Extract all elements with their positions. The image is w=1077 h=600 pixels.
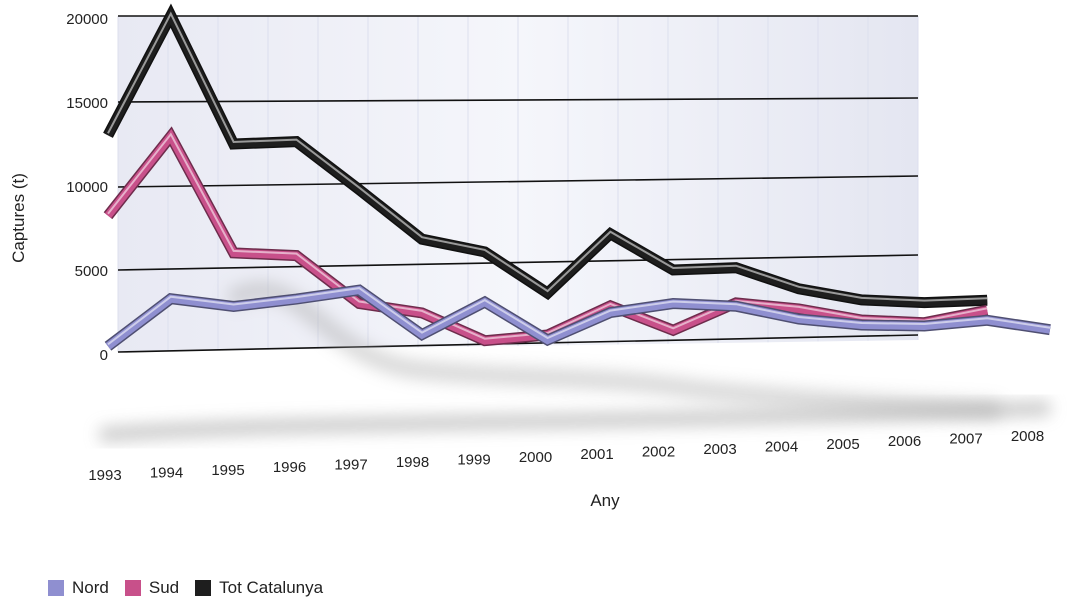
x-tick-label: 2004 bbox=[765, 438, 798, 455]
gridline-15000 bbox=[117, 97, 919, 103]
legend-label-tot-catalunya: Tot Catalunya bbox=[219, 578, 324, 597]
x-tick-labels: 1993 1994 1995 1996 1997 1998 1999 2000 2001 2002… bbox=[88, 428, 1044, 484]
x-tick-label: 1998 bbox=[396, 454, 429, 471]
x-tick-label: 1999 bbox=[457, 451, 490, 468]
x-tick-label: 2003 bbox=[703, 441, 736, 458]
legend-item-nord: Nord bbox=[48, 578, 109, 598]
x-tick-label: 1995 bbox=[211, 462, 244, 479]
series-line-tot-catalunya-highlight bbox=[107, 11, 988, 302]
x-tick-label: 1994 bbox=[150, 464, 183, 481]
legend-label-sud: Sud bbox=[148, 578, 180, 597]
legend: Nord Sud Tot Catalunya bbox=[48, 578, 339, 598]
legend-item-tot-catalunya: Tot Catalunya bbox=[195, 578, 323, 598]
y-axis-title: Captures (t) bbox=[9, 173, 28, 263]
x-tick-label: 1993 bbox=[88, 467, 121, 484]
gridlines bbox=[117, 15, 919, 353]
series-shadow bbox=[225, 281, 1001, 419]
y-tick-labels: 20000 15000 10000 5000 0 bbox=[66, 11, 108, 364]
x-tick-label: 2001 bbox=[580, 446, 613, 463]
x-tick-label: 1997 bbox=[334, 457, 367, 474]
legend-label-nord: Nord bbox=[72, 578, 109, 597]
series-line-nord-highlight bbox=[107, 287, 1051, 346]
x-axis-title: Any bbox=[590, 491, 620, 510]
gridline-0 bbox=[117, 334, 919, 353]
x-tick-label: 2000 bbox=[519, 449, 552, 466]
series-line-tot-catalunya bbox=[104, 6, 988, 307]
legend-swatch-sud bbox=[124, 580, 141, 596]
legend-swatch-tot-catalunya bbox=[195, 580, 212, 596]
y-tick-label: 10000 bbox=[66, 179, 108, 196]
series-nord bbox=[104, 284, 1051, 351]
series-group bbox=[103, 3, 1051, 351]
legend-item-sud: Sud bbox=[124, 578, 180, 598]
gridline-5000 bbox=[117, 254, 919, 271]
y-tick-label: 15000 bbox=[66, 95, 108, 112]
series-tot-catalunya bbox=[103, 3, 988, 309]
x-tick-label: 2007 bbox=[949, 431, 982, 448]
series-line-sud-highlight bbox=[107, 132, 988, 340]
x-tick-label: 1996 bbox=[273, 459, 306, 476]
series-line-nord bbox=[105, 285, 1051, 350]
y-tick-label: 0 bbox=[100, 347, 108, 364]
gridline-10000 bbox=[117, 175, 919, 188]
y-tick-label: 5000 bbox=[75, 263, 108, 280]
series-shadows bbox=[99, 281, 1051, 442]
legend-swatch-nord bbox=[48, 580, 64, 596]
x-tick-label: 2008 bbox=[1011, 428, 1044, 445]
x-tick-label: 2006 bbox=[888, 433, 921, 450]
x-tick-label: 2005 bbox=[826, 436, 859, 453]
x-tick-label: 2002 bbox=[642, 444, 675, 461]
floor-shadow bbox=[99, 401, 1051, 442]
y-tick-label: 20000 bbox=[66, 11, 108, 28]
